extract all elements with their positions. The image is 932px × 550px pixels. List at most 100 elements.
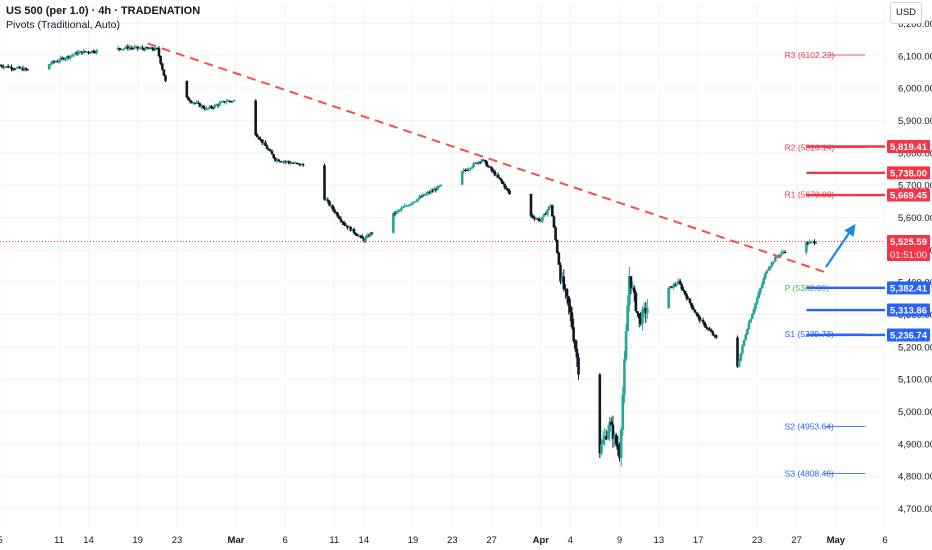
candle-body [750,313,754,320]
candle-body [13,68,17,70]
candle-body [1,66,5,68]
candle-body [354,232,357,235]
candle-body [280,161,284,163]
candle-body [197,102,200,104]
candle-body [90,50,94,53]
candle-body [746,329,749,335]
candle-body [154,47,157,50]
candle-body [151,47,154,50]
x-tick-label: 6 [882,535,887,546]
candle-body [57,60,61,62]
candle-body [565,289,569,297]
candle-body [611,424,615,440]
candle-body [610,421,613,425]
candle-body [708,328,711,331]
candle-body [767,268,770,271]
candle-body [296,163,300,165]
candle-body [480,159,484,162]
candle-body [570,312,574,328]
candle-body [698,316,702,321]
candle-body [190,101,194,103]
candle-body [747,322,751,330]
candle-body [219,101,223,103]
chart-title: US 500 (per 1.0) · 4h · TRADENATION [6,5,201,17]
price-axis[interactable]: 6,200.00 6,100.00 6,000.00 5,900.00 5,800.00… [898,19,932,515]
candle-body [564,288,567,290]
x-tick-label: Mar [228,535,245,546]
x-tick-label: 23 [172,535,183,546]
x-tick-label: 14 [83,535,94,546]
candle-body [670,286,674,288]
candle-body [160,63,164,70]
y-tick-label: 4,700.00 [898,504,932,515]
indicator-legend[interactable]: Pivots (Traditional, Auto) [6,19,120,31]
candle-body [434,188,438,191]
candle-body [398,209,402,211]
y-tick-label: 5,700.00 [898,181,932,192]
candle-body [162,69,166,76]
candle-body [265,146,269,150]
candle-body [5,66,8,68]
candle-body [780,252,784,255]
x-tick-label: 23 [752,535,763,546]
candle-body [554,227,557,240]
y-tick-label: 5,100.00 [898,375,932,386]
candle-body [605,435,608,439]
candle-body [562,276,566,289]
currency-button[interactable]: USD [890,2,922,24]
candle-body [141,47,144,49]
candle-body [0,65,3,67]
candle-body [218,102,221,106]
candle-body [778,254,782,257]
candle-body [221,101,225,103]
x-tick-label: 27 [791,535,802,546]
pivot-label-r3: R3 (6102.23) [785,50,835,60]
candle-body [134,46,138,48]
candle-body [546,210,549,215]
candle-body [470,166,474,169]
y-tick-label: 5,000.00 [898,407,932,418]
candle-body [709,330,713,332]
pivot-label-s3: S3 (4808.48) [785,469,834,479]
candle-body [685,294,688,299]
candle-body [187,97,190,101]
candle-body [256,134,259,138]
candle-body [355,234,359,237]
candle-body [206,108,210,110]
candle-body [334,212,338,214]
candle-body [464,170,467,172]
candle-body [768,266,772,269]
candle-body [772,261,775,263]
candle-body [492,170,495,172]
level-label: 5,236.74 [890,330,928,341]
candle-body [203,108,207,110]
candle-body [613,435,616,440]
level-label: 5,669.45 [890,191,928,202]
candle-body [159,56,162,64]
level-tag [887,140,930,154]
horizontal-levels[interactable] [0,145,885,337]
candle-body [369,232,372,237]
candle-body [195,102,198,104]
candle-body [531,215,534,218]
candle-body [229,101,233,103]
current-price-tag [887,235,930,249]
y-tick-label: 4,800.00 [898,472,932,483]
candle-body [460,171,464,185]
level-tag [887,188,930,202]
candle-body [696,314,700,317]
candle-body [603,435,607,440]
trendline-layer[interactable] [147,42,856,274]
candle-body [421,194,425,197]
candle-body [739,353,743,361]
time-axis[interactable]: 5 11 14 19 23 Mar 6 11 14 19 23 27 Apr 4 9 13 17 23 27 May 6 [0,535,888,546]
candle-body [208,106,212,109]
x-tick-label: 19 [132,535,143,546]
candle-body [600,444,603,454]
candle-body [626,305,629,332]
candle-body [631,287,634,289]
candle-body [416,198,420,201]
candle-body [64,58,67,60]
candle-body [269,150,272,152]
